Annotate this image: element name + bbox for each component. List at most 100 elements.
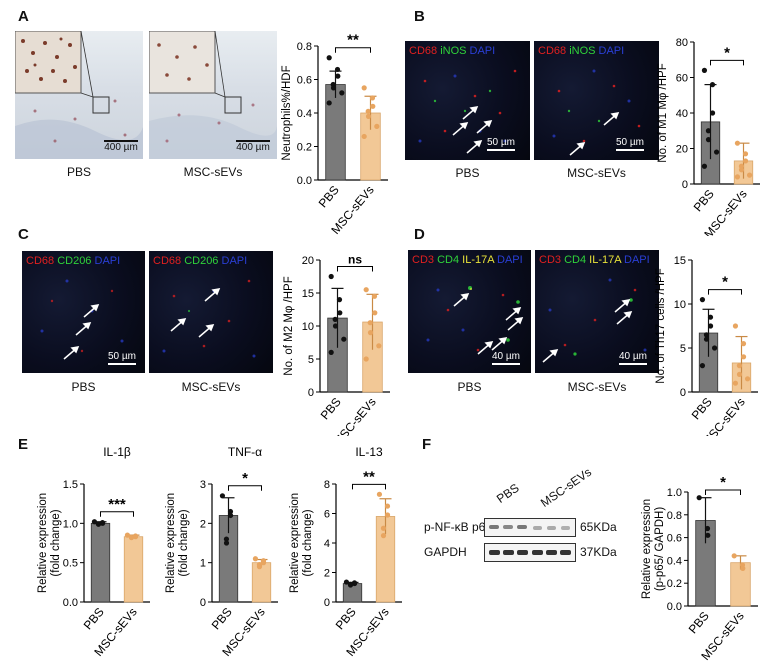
- data-point: [742, 158, 749, 164]
- data-point: [99, 520, 106, 526]
- y-tick-label: 5: [308, 354, 314, 366]
- y-axis-label-line1: Relative expression: [165, 493, 177, 593]
- chart-a: 0.00.20.40.60.8PBSMSC-sEVs**Neutrophils%…: [281, 32, 388, 236]
- y-axis-label-line1: Relative expression: [289, 493, 301, 593]
- y-tick-label: 2: [324, 568, 330, 580]
- data-point: [380, 525, 387, 531]
- data-point: [746, 172, 753, 178]
- significance-bracket: [335, 47, 371, 53]
- significance-marker: *: [724, 44, 730, 61]
- data-point: [334, 66, 341, 73]
- data-point: [370, 103, 376, 109]
- data-point: [701, 67, 708, 73]
- data-point: [707, 314, 714, 320]
- x-tick-label: PBS: [209, 605, 235, 632]
- data-point: [371, 293, 378, 299]
- blot-row-label-gapdh: GAPDH: [424, 545, 467, 559]
- data-point: [256, 564, 263, 570]
- caption-d-msc: MSC-sEVs: [567, 380, 627, 394]
- bar-msc: [123, 536, 144, 603]
- y-tick-label: 8: [324, 479, 330, 491]
- ihc-inset-connector-2: [80, 31, 94, 98]
- y-tick-label: 0.6: [297, 75, 312, 87]
- fluor-image-d-msc: CD3 CD4 IL-17A DAPI 40 µm: [535, 250, 659, 373]
- data-point: [740, 354, 747, 360]
- data-point: [374, 123, 380, 129]
- fluor-texture-d-pbs: [426, 286, 524, 355]
- fluor-image-b-msc: CD68 iNOS DAPI 50 µm: [534, 41, 659, 160]
- data-point: [132, 534, 139, 540]
- stain-label-c-pbs: CD68 CD206 DAPI: [26, 255, 121, 267]
- data-point: [260, 560, 267, 566]
- bar-msc: [251, 562, 272, 603]
- ihc-texture-pbs: [15, 31, 143, 159]
- caption-c-pbs: PBS: [71, 380, 96, 394]
- y-tick-label: 60: [676, 73, 688, 85]
- blot-col-label-msc-wrap: MSC-sEVs: [538, 462, 620, 510]
- y-tick-label: 2: [200, 518, 206, 530]
- data-point: [699, 363, 706, 369]
- fluor-texture-c-pbs: [40, 279, 124, 360]
- y-tick-label: 20: [676, 144, 688, 156]
- data-point: [711, 345, 718, 351]
- data-point: [335, 73, 341, 79]
- chart-title: IL-1β: [103, 445, 131, 459]
- data-point: [731, 553, 737, 559]
- ihc-zoom-box-msc: [224, 96, 242, 114]
- caption-a-pbs: PBS: [66, 165, 91, 179]
- blot-col-label-pbs: PBS: [493, 480, 522, 506]
- data-point: [339, 90, 345, 96]
- y-axis-label-line2: (p-p65/ GAPDH): [654, 507, 666, 592]
- data-point: [361, 85, 367, 91]
- data-point: [376, 343, 382, 349]
- y-tick-label: 15: [302, 288, 314, 300]
- y-tick-label: 15: [674, 255, 686, 267]
- y-tick-label: 0: [324, 597, 330, 609]
- data-point: [128, 534, 135, 541]
- y-tick-label: 0.8: [667, 510, 682, 522]
- fluor-image-c-msc: CD68 CD206 DAPI: [149, 251, 273, 373]
- y-axis-label: No. of Th17 cells /HPF: [655, 268, 667, 383]
- x-tick-label: PBS: [686, 609, 712, 636]
- data-point: [736, 371, 743, 377]
- panel-label-e: E: [18, 436, 29, 453]
- y-tick-label: 0.8: [297, 41, 312, 53]
- y-tick-label: 0.0: [667, 601, 682, 613]
- scale-bar-a-msc: 400 µm: [236, 140, 270, 153]
- data-point: [330, 85, 337, 91]
- y-tick-label: 1.0: [63, 518, 78, 530]
- panel-label-c: C: [18, 226, 29, 243]
- blot-col-label-msc: MSC-sEVs: [537, 464, 595, 510]
- data-point: [705, 128, 712, 134]
- caption-b-pbs: PBS: [455, 166, 480, 180]
- arrow-group-b-msc: [569, 112, 620, 156]
- scale-bar-a-pbs: 400 µm: [104, 140, 138, 153]
- data-point: [332, 316, 338, 322]
- x-tick-label: PBS: [691, 187, 717, 214]
- data-point: [705, 532, 711, 538]
- data-point: [336, 297, 343, 303]
- ihc-inset-msc: [149, 31, 216, 94]
- y-tick-label: 0: [308, 387, 314, 399]
- ihc-image-pbs: 400 µm: [15, 31, 143, 159]
- y-tick-label: 20: [302, 255, 314, 267]
- caption-a-msc: MSC-sEVs: [183, 165, 243, 179]
- y-tick-label: 4: [324, 538, 330, 550]
- significance-marker: *: [720, 474, 726, 491]
- x-tick-label: PBS: [81, 605, 107, 632]
- scale-bar-d-msc: 40 µm: [613, 351, 653, 365]
- y-tick-label: 0.4: [297, 108, 312, 120]
- chart-e-il1b: 0.00.51.01.5PBSMSC-sEVs***IL-1βRelative …: [37, 445, 150, 659]
- ihc-image-msc: 400 µm: [149, 31, 277, 159]
- data-point: [707, 323, 714, 329]
- bar-pbs: [90, 522, 111, 603]
- blot-row-label-p65: p-NF-κB p65: [424, 520, 493, 534]
- y-tick-label: 0.0: [297, 175, 312, 187]
- significance-marker: **: [347, 32, 359, 49]
- ihc-zoom-box-pbs: [92, 96, 110, 114]
- scale-bar-c-pbs: 50 µm: [102, 351, 142, 365]
